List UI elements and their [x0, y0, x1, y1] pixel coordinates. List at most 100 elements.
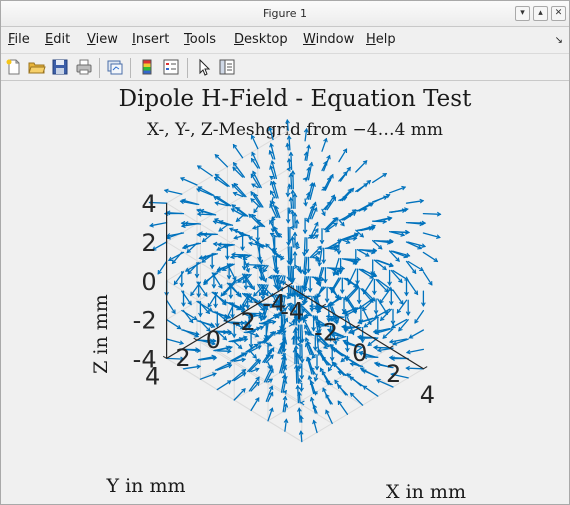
quiver-arrow — [201, 233, 213, 243]
quiver-arrow — [348, 326, 362, 334]
quiver-arrow — [301, 256, 307, 275]
quiver-arrow — [363, 278, 374, 295]
dock-arrow-icon[interactable]: ↘ — [554, 35, 563, 46]
quiver-arrow — [338, 219, 345, 227]
z-axis-label: Z in mm — [90, 294, 112, 374]
quiver-arrow — [280, 330, 287, 335]
menu-desktop[interactable]: Desktop — [234, 32, 288, 47]
quiver-arrow — [241, 254, 250, 273]
quiver-arrow — [301, 295, 307, 306]
quiver-arrow — [305, 356, 313, 375]
quiver-arrow — [390, 308, 396, 326]
quiver-arrow — [269, 142, 276, 160]
quiver-arrow — [287, 183, 293, 190]
menu-help[interactable]: Help — [366, 32, 396, 47]
quiver-arrow — [317, 247, 323, 267]
quiver-arrow — [263, 347, 275, 364]
quiver-arrow — [372, 195, 388, 203]
menu-tools[interactable]: Tools — [184, 32, 217, 47]
quiver-arrow — [293, 344, 299, 365]
quiver-arrow — [241, 292, 253, 304]
quiver-arrow — [265, 243, 279, 257]
quiver-arrow — [336, 238, 342, 255]
chart-subtitle: X-, Y-, Z-Meshgrid from −4…4 mm — [147, 120, 443, 140]
quiver-arrow — [269, 232, 278, 238]
menu-insert[interactable]: Insert — [132, 32, 170, 47]
quiver-arrow — [346, 373, 362, 387]
quiver-arrow — [211, 311, 229, 319]
quiver-arrow — [302, 308, 311, 317]
property-inspector-icon[interactable] — [218, 58, 236, 76]
edit-plot-icon[interactable] — [195, 58, 213, 76]
quiver-arrow — [290, 189, 296, 209]
quiver-arrow — [302, 217, 308, 235]
quiver-arrow — [309, 396, 316, 414]
new-figure-icon[interactable] — [5, 58, 23, 76]
quiver-arrow — [343, 341, 359, 348]
open-file-icon[interactable] — [28, 58, 46, 76]
quiver-arrow — [250, 134, 259, 150]
quiver-arrow — [194, 261, 200, 279]
quiver-arrow — [250, 351, 257, 359]
x-tick-label: -4 — [280, 298, 304, 326]
menu-window[interactable]: Window — [303, 32, 355, 47]
save-icon[interactable] — [51, 58, 69, 76]
quiver-arrow — [260, 336, 271, 344]
quiver-arrow — [149, 221, 168, 228]
quiver-arrow — [241, 273, 253, 289]
quiver-arrow — [233, 388, 246, 401]
quiver-arrow — [321, 186, 327, 191]
quiver-arrow — [355, 207, 368, 212]
chart-title: Dipole H-Field - Equation Test — [119, 86, 472, 112]
minimize-button[interactable]: ▾ — [515, 6, 530, 21]
quiver-arrow — [250, 397, 260, 412]
link-plot-icon[interactable] — [106, 58, 124, 76]
quiver-arrow — [250, 191, 262, 208]
quiver-arrow — [269, 164, 276, 180]
quiver-arrow — [345, 236, 358, 242]
quiver-arrow — [330, 296, 340, 307]
quiver-arrow — [297, 363, 303, 370]
quiver-arrow — [349, 392, 364, 406]
title-bar[interactable]: Figure 1 ▾ ▴ ✕ — [1, 1, 569, 27]
quiver-arrow — [296, 266, 302, 273]
quiver-arrow — [343, 211, 357, 221]
menu-view[interactable]: View — [87, 32, 118, 47]
print-icon[interactable] — [75, 58, 93, 76]
quiver-arrow — [257, 283, 265, 297]
quiver-arrow — [407, 280, 419, 296]
quiver-arrow — [422, 251, 439, 263]
x-tick-mark — [423, 366, 428, 370]
quiver-arrow — [307, 375, 315, 395]
y-tick-mark — [223, 319, 228, 323]
quiver-arrow — [330, 316, 340, 322]
y-tick-mark — [193, 337, 198, 341]
quiver-arrow — [180, 223, 198, 229]
quiver-arrow — [392, 289, 404, 305]
menu-edit[interactable]: Edit — [45, 32, 71, 47]
quiver-arrow — [292, 192, 298, 210]
quiver-arrow — [357, 317, 374, 324]
quiver-arrow — [181, 290, 192, 306]
quiver-arrow — [343, 307, 357, 315]
quiver-arrow — [405, 221, 425, 227]
quiver-arrow — [300, 400, 305, 406]
quiver-arrow — [358, 298, 374, 309]
quiver-arrow — [250, 198, 261, 208]
quiver-arrow — [258, 303, 269, 310]
menu-file[interactable]: File — [8, 32, 30, 47]
close-button[interactable]: ✕ — [551, 6, 566, 21]
quiver-arrow — [268, 126, 274, 141]
quiver-arrow — [311, 228, 319, 239]
quiver-plot[interactable] — [148, 119, 442, 443]
quiver-arrow — [279, 336, 287, 354]
quiver-arrow — [390, 269, 403, 284]
legend-icon[interactable] — [162, 58, 180, 76]
quiver-arrow — [388, 250, 400, 262]
toolbar-separator — [187, 58, 188, 78]
figure-canvas[interactable]: Dipole H-Field - Equation Test X-, Y-, Z… — [6, 82, 564, 500]
maximize-button[interactable]: ▴ — [533, 6, 548, 21]
colorbar-icon[interactable] — [138, 58, 156, 76]
quiver-arrow — [226, 263, 237, 281]
quiver-arrow — [329, 332, 342, 338]
